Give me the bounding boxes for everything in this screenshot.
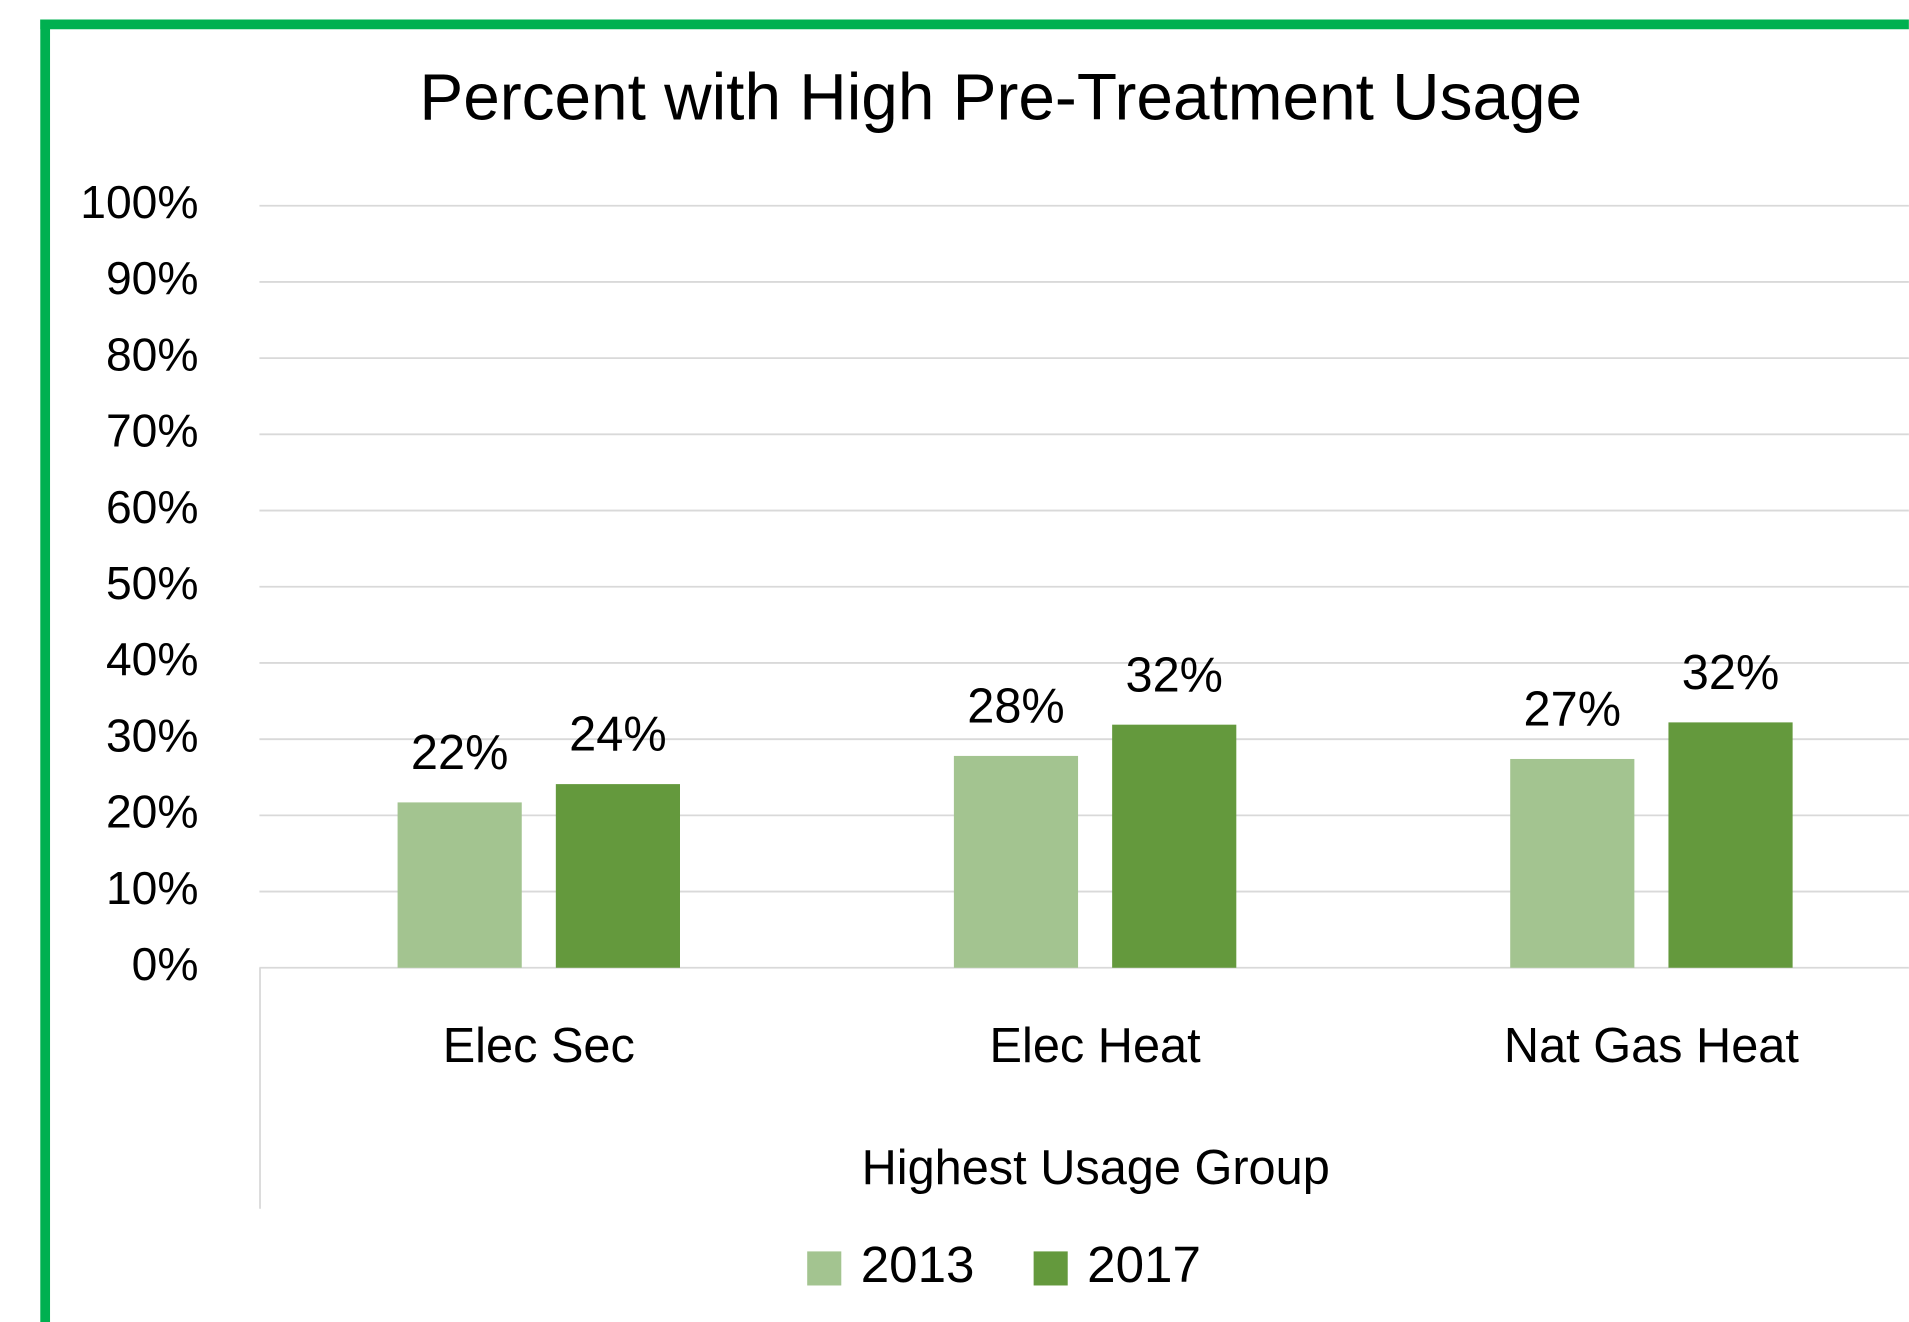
bar [1668, 722, 1793, 968]
legend-label: 2017 [1087, 1236, 1201, 1293]
x-tick-label: Nat Gas Heat [1504, 1019, 1799, 1073]
bar [1510, 758, 1635, 968]
y-tick-label: 70% [106, 405, 199, 457]
y-tick-label: 100% [80, 176, 198, 228]
x-axis-title: Highest Usage Group [862, 1141, 1330, 1195]
data-label: 27% [1524, 683, 1621, 737]
data-label: 24% [569, 708, 666, 762]
legend-label: 2013 [861, 1236, 975, 1293]
y-tick-label: 90% [106, 252, 199, 304]
y-tick-label: 20% [106, 786, 199, 838]
legend-swatch [807, 1251, 842, 1286]
y-tick-label: 60% [106, 481, 199, 533]
y-tick-label: 80% [106, 328, 199, 380]
legend-swatch [1033, 1251, 1068, 1286]
x-tick-label: Elec Heat [990, 1019, 1202, 1073]
y-tick-label: 50% [106, 557, 199, 609]
data-label: 22% [411, 726, 508, 780]
data-label: 32% [1125, 648, 1222, 702]
y-tick-label: 40% [106, 633, 199, 685]
y-tick-label: 0% [132, 938, 199, 990]
bar [397, 802, 522, 968]
bar [555, 784, 680, 968]
y-tick-label: 30% [106, 709, 199, 761]
bar [1112, 724, 1237, 968]
data-label: 32% [1682, 646, 1779, 700]
x-tick-label: Elec Sec [443, 1019, 635, 1073]
chart-title: Percent with High Pre-Treatment Usage [419, 60, 1582, 134]
y-tick-label: 10% [106, 862, 199, 914]
data-label: 28% [967, 680, 1064, 734]
bar [953, 755, 1079, 968]
